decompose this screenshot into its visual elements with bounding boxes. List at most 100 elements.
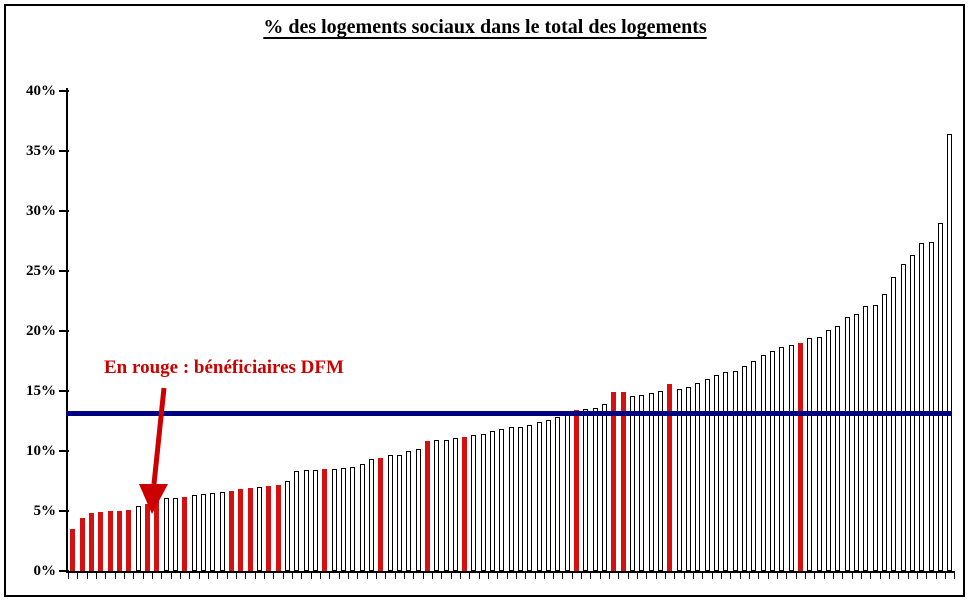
x-axis-tick <box>189 573 191 579</box>
x-axis-tick <box>263 573 265 579</box>
reference-line <box>66 410 952 416</box>
y-axis-tick-label: 15% <box>26 383 56 399</box>
y-axis-tick <box>59 90 69 92</box>
x-axis-tick <box>543 573 545 579</box>
x-axis-tick <box>68 573 69 579</box>
bar-dfm-beneficiary <box>70 529 76 571</box>
x-axis-tick <box>665 573 667 579</box>
bar <box>760 355 766 571</box>
x-axis-tick <box>450 573 452 579</box>
bar-dfm-beneficiary <box>144 504 150 571</box>
bar-dfm-beneficiary <box>126 510 132 571</box>
bar-dfm-beneficiary <box>462 437 468 571</box>
x-axis-tick <box>291 573 293 579</box>
x-axis-tick <box>403 573 405 579</box>
x-axis-tick <box>161 573 163 579</box>
x-axis-tick <box>627 573 629 579</box>
x-axis-tick <box>730 573 732 579</box>
x-axis-tick <box>459 573 461 579</box>
bar <box>135 506 141 571</box>
x-axis-tick <box>207 573 209 579</box>
y-axis-tick-label: 10% <box>26 443 56 459</box>
bar <box>872 305 878 571</box>
x-axis-tick <box>926 573 928 579</box>
bar <box>163 498 169 571</box>
bar <box>210 493 216 571</box>
x-axis-tick <box>301 573 303 579</box>
x-axis-line <box>66 571 955 573</box>
y-axis-tick-label: 0% <box>33 563 57 579</box>
bar <box>546 420 552 571</box>
x-axis-tick <box>347 573 349 579</box>
bar <box>900 264 906 571</box>
x-axis-tick <box>870 573 872 579</box>
x-axis-tick <box>487 573 489 579</box>
annotation-arrow-icon <box>139 387 168 514</box>
bar-dfm-beneficiary <box>107 511 113 571</box>
bar <box>592 408 598 571</box>
bar <box>779 347 785 571</box>
chart-title-text: % des logements sociaux dans le total de… <box>263 16 707 38</box>
bar <box>340 468 346 571</box>
bar <box>536 422 542 571</box>
bar-dfm-beneficiary <box>247 488 253 571</box>
x-axis-tick <box>646 573 648 579</box>
bar-dfm-beneficiary <box>182 497 188 571</box>
x-axis-tick <box>889 573 891 579</box>
x-axis-tick <box>935 573 937 579</box>
x-axis-tick <box>683 573 685 579</box>
bar <box>723 372 729 571</box>
bar-dfm-beneficiary <box>88 513 94 571</box>
bar <box>891 277 897 571</box>
bar <box>555 417 561 571</box>
bar <box>695 383 701 571</box>
x-axis-tick <box>571 573 573 579</box>
x-axis-tick <box>954 573 956 579</box>
x-axis-tick <box>478 573 480 579</box>
bar-dfm-beneficiary <box>611 392 617 571</box>
bar <box>452 438 458 571</box>
x-axis-tick <box>179 573 181 579</box>
x-axis-tick <box>114 573 116 579</box>
x-axis-tick <box>319 573 321 579</box>
x-axis-tick <box>590 573 592 579</box>
x-axis-tick <box>338 573 340 579</box>
x-axis-tick <box>422 573 424 579</box>
x-axis-tick <box>945 573 947 579</box>
bar <box>826 330 832 571</box>
x-axis-tick <box>441 573 443 579</box>
y-axis-tick-label: 5% <box>33 503 57 519</box>
bar <box>630 396 636 571</box>
x-axis-tick <box>898 573 900 579</box>
bar-dfm-beneficiary <box>275 485 281 571</box>
chart-title: % des logements sociaux dans le total de… <box>0 16 970 39</box>
bar <box>835 326 841 571</box>
y-axis-tick <box>59 510 69 512</box>
bar-dfm-beneficiary <box>620 392 626 571</box>
x-axis-tick <box>235 573 237 579</box>
bar-dfm-beneficiary <box>98 512 104 571</box>
bar-dfm-beneficiary <box>228 491 234 571</box>
x-axis-tick <box>767 573 769 579</box>
x-axis-tick <box>907 573 909 579</box>
x-axis-tick <box>497 573 499 579</box>
x-axis-tick <box>693 573 695 579</box>
x-axis-tick <box>851 573 853 579</box>
y-axis-tick <box>59 570 69 572</box>
bar <box>256 487 262 571</box>
bar <box>490 431 496 571</box>
x-axis-tick <box>413 573 415 579</box>
bar <box>704 379 710 571</box>
bar <box>658 391 664 571</box>
bar <box>387 455 393 571</box>
bar-dfm-beneficiary <box>322 469 328 571</box>
bar <box>919 243 925 571</box>
bar <box>751 361 757 571</box>
bar <box>415 449 421 571</box>
x-axis-tick <box>525 573 527 579</box>
x-axis-tick <box>609 573 611 579</box>
bar-dfm-beneficiary <box>424 441 430 571</box>
bar <box>770 351 776 571</box>
x-axis-tick <box>814 573 816 579</box>
bar <box>928 242 934 571</box>
